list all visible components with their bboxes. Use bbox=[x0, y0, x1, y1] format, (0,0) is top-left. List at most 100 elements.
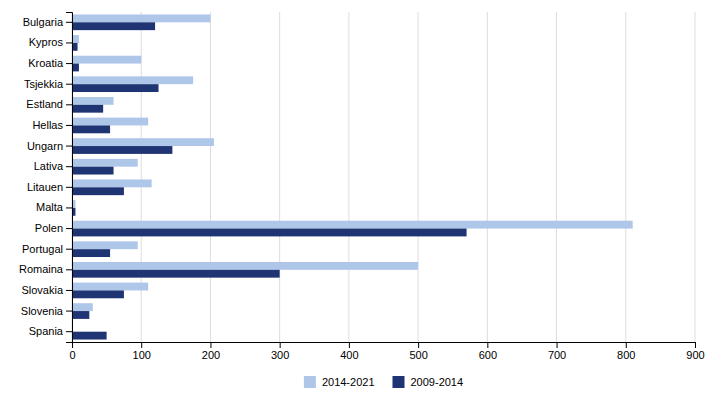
tick: 900 bbox=[686, 342, 704, 361]
tick-label: Lativa bbox=[34, 160, 64, 172]
tick: Litauen bbox=[27, 181, 72, 193]
bar bbox=[72, 187, 124, 195]
tick-label: Malta bbox=[36, 201, 64, 213]
bar bbox=[72, 56, 141, 64]
x-axis: 0 100 200 300 400 500 600 700 800 900 bbox=[69, 342, 704, 361]
tick-label: 900 bbox=[686, 349, 704, 361]
grid-line bbox=[210, 12, 211, 342]
bar bbox=[72, 84, 159, 92]
bar bbox=[72, 332, 107, 340]
tick-label: 300 bbox=[271, 349, 289, 361]
bar bbox=[72, 249, 110, 257]
tick-mark bbox=[210, 342, 211, 348]
tick-label: 500 bbox=[409, 349, 427, 361]
grid-line bbox=[487, 12, 488, 342]
bar bbox=[72, 64, 79, 72]
tick: Polen bbox=[35, 222, 72, 234]
axis-line bbox=[73, 343, 696, 349]
tick-label: Litauen bbox=[27, 181, 63, 193]
tick: Romaina bbox=[19, 263, 72, 275]
tick-label: Hellas bbox=[32, 119, 63, 131]
grid-line bbox=[625, 12, 626, 342]
tick-label: 800 bbox=[617, 349, 635, 361]
grid bbox=[72, 12, 695, 342]
grid-line bbox=[418, 12, 419, 342]
tick-mark bbox=[66, 311, 72, 312]
grid-line bbox=[279, 12, 280, 342]
legend-label: 2009-2014 bbox=[411, 376, 464, 388]
tick-mark bbox=[66, 84, 72, 85]
bar bbox=[72, 262, 418, 270]
tick: Slovakia bbox=[21, 284, 72, 296]
tick-label: Kroatia bbox=[28, 57, 64, 69]
tick-label: Spania bbox=[29, 325, 64, 337]
bar bbox=[72, 35, 79, 43]
tick: 300 bbox=[271, 342, 289, 361]
plot: 0 100 200 300 400 500 600 700 800 900 Spania Sloven… bbox=[19, 12, 705, 361]
bar bbox=[72, 303, 93, 311]
tick-label: Portugal bbox=[22, 243, 63, 255]
bar bbox=[72, 167, 114, 175]
tick-label: 600 bbox=[479, 349, 497, 361]
bar bbox=[72, 229, 467, 237]
bar bbox=[72, 221, 633, 229]
tick-mark bbox=[141, 342, 142, 348]
tick-label: 200 bbox=[202, 349, 220, 361]
tick-label: 0 bbox=[69, 349, 75, 361]
bar bbox=[72, 290, 124, 298]
tick-label: Polen bbox=[35, 222, 63, 234]
tick-label: Estland bbox=[26, 98, 63, 110]
bar bbox=[72, 22, 155, 30]
tick-label: Ungarn bbox=[27, 140, 63, 152]
tick-mark bbox=[66, 290, 72, 291]
tick-mark bbox=[66, 228, 72, 229]
tick-mark bbox=[349, 342, 350, 348]
chart: 0 100 200 300 400 500 600 700 800 900 Spania Sloven… bbox=[0, 0, 719, 404]
legend-item: 2014-2021 bbox=[304, 376, 375, 388]
bar bbox=[72, 125, 110, 133]
tick-label: 700 bbox=[548, 349, 566, 361]
tick: Portugal bbox=[22, 243, 72, 255]
tick-label: Slovakia bbox=[21, 284, 63, 296]
tick: 600 bbox=[479, 342, 497, 361]
tick: 200 bbox=[202, 342, 220, 361]
bar bbox=[72, 118, 148, 126]
tick: Ungarn bbox=[27, 140, 72, 152]
bar bbox=[72, 283, 148, 291]
tick-mark bbox=[66, 63, 72, 64]
tick: Tsjekkia bbox=[24, 78, 72, 90]
bar-series bbox=[72, 14, 633, 311]
tick-mark bbox=[66, 269, 72, 270]
bar-series bbox=[72, 22, 467, 339]
legend: 2014-2021 2009-2014 bbox=[304, 376, 463, 388]
tick-mark bbox=[66, 187, 72, 188]
tick-mark bbox=[66, 104, 72, 105]
tick-mark bbox=[66, 146, 72, 147]
tick-mark bbox=[66, 125, 72, 126]
y-axis: Spania Slovenia Slovakia Romaina Portugal Pol… bbox=[19, 13, 73, 343]
tick: 400 bbox=[340, 342, 358, 361]
tick-mark bbox=[66, 207, 72, 208]
tick-mark bbox=[557, 342, 558, 348]
tick-label: 100 bbox=[133, 349, 151, 361]
grid-line bbox=[556, 12, 557, 342]
tick-mark bbox=[280, 342, 281, 348]
tick: 0 bbox=[69, 342, 75, 361]
bar bbox=[72, 179, 152, 187]
tick-mark bbox=[487, 342, 488, 348]
bar bbox=[72, 159, 138, 167]
tick-label: Slovenia bbox=[21, 305, 64, 317]
tick-label: Tsjekkia bbox=[24, 78, 64, 90]
tick-mark bbox=[66, 22, 72, 23]
grid-line bbox=[348, 12, 349, 342]
tick: Kypros bbox=[29, 36, 72, 48]
tick: Slovenia bbox=[21, 305, 72, 317]
tick: Hellas bbox=[32, 119, 72, 131]
tick-mark bbox=[66, 249, 72, 250]
legend-swatch bbox=[304, 376, 316, 388]
tick-mark bbox=[66, 42, 72, 43]
legend-label: 2014-2021 bbox=[322, 376, 375, 388]
bar bbox=[72, 97, 114, 105]
tick-mark bbox=[626, 342, 627, 348]
tick: Bulgaria bbox=[23, 16, 72, 28]
